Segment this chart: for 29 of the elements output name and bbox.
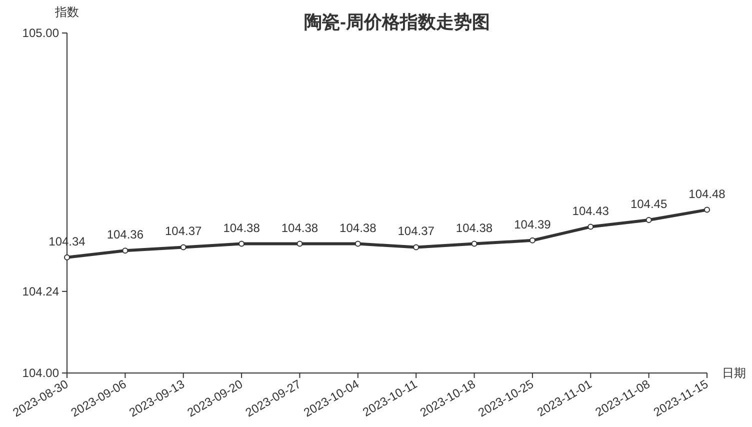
point (296, 240, 303, 247)
data-label: 104.38 (281, 220, 318, 235)
data-label: 104.38 (340, 220, 377, 235)
point (704, 206, 710, 213)
data-label: 104.48 (688, 186, 726, 201)
x-axis-title: 日期 (722, 366, 746, 380)
data-label: 104.38 (223, 220, 260, 235)
chart-title: 陶瓷-周价格指数走势图 (304, 12, 490, 32)
data-label: 104.43 (572, 204, 610, 218)
y-tick-label: 104.00 (22, 366, 60, 380)
point (471, 240, 478, 247)
y-tick-label: 105.00 (22, 26, 60, 40)
point (180, 244, 186, 250)
data-label: 104.37 (165, 224, 202, 238)
data-label: 104.36 (106, 228, 144, 242)
y-tick-label: 104.24 (22, 284, 60, 298)
y-axis-title: 指数 (54, 5, 79, 19)
point (238, 240, 245, 247)
point (64, 254, 70, 260)
point (529, 237, 536, 244)
point (413, 244, 420, 250)
data-label: 104.39 (514, 217, 552, 232)
point (588, 224, 594, 230)
point (122, 248, 128, 254)
data-label: 104.37 (398, 224, 435, 238)
point (646, 217, 652, 223)
data-label: 104.45 (630, 197, 668, 211)
data-label: 104.38 (456, 220, 493, 235)
point (354, 240, 361, 247)
